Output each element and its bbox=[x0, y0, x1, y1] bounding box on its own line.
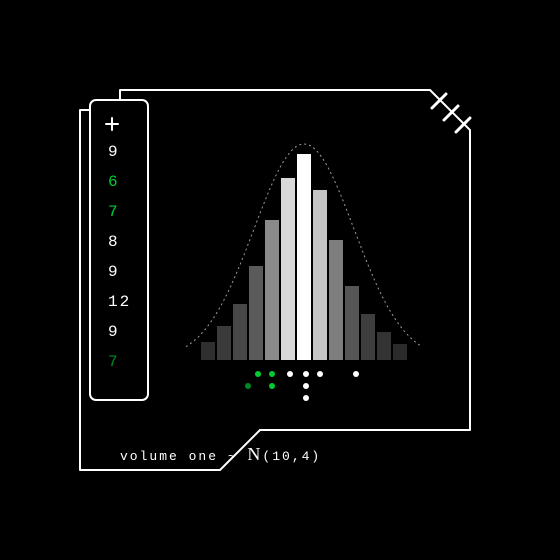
frame-accent bbox=[444, 106, 458, 120]
sidebar-value: 12 bbox=[108, 293, 131, 311]
histogram-bar bbox=[265, 220, 279, 360]
histogram-bar bbox=[297, 154, 311, 360]
frame-accent bbox=[432, 94, 446, 108]
sample-dots bbox=[245, 371, 359, 401]
caption-dist-letter: N bbox=[247, 444, 262, 464]
histogram-bar bbox=[201, 342, 215, 360]
sample-dot bbox=[353, 371, 359, 377]
sidebar-value: 7 bbox=[108, 353, 120, 371]
histogram-bar bbox=[345, 286, 359, 360]
sidebar-value: 9 bbox=[108, 323, 120, 341]
sidebar-value: 8 bbox=[108, 233, 120, 251]
sample-dot bbox=[245, 383, 251, 389]
sample-dot bbox=[317, 371, 323, 377]
histogram-bar bbox=[313, 190, 327, 360]
histogram-bar bbox=[217, 326, 231, 360]
histogram-bar bbox=[281, 178, 295, 360]
histogram-bar bbox=[233, 304, 247, 360]
histogram bbox=[201, 154, 407, 360]
sample-dot bbox=[303, 395, 309, 401]
caption: volume one ~ N(10,4) bbox=[120, 444, 321, 464]
histogram-bar bbox=[377, 332, 391, 360]
histogram-bar bbox=[249, 266, 263, 360]
sample-dot bbox=[287, 371, 293, 377]
sidebar-value: 7 bbox=[108, 203, 120, 221]
histogram-bar bbox=[329, 240, 343, 360]
frame-accent bbox=[456, 118, 470, 132]
histogram-bar bbox=[393, 344, 407, 360]
sample-dot bbox=[269, 371, 275, 377]
sidebar-value: 9 bbox=[108, 143, 120, 161]
sample-dot bbox=[255, 371, 261, 377]
sample-dot bbox=[269, 383, 275, 389]
histogram-bar bbox=[361, 314, 375, 360]
caption-prefix: volume one ~ bbox=[120, 449, 247, 464]
sample-dot bbox=[303, 371, 309, 377]
sidebar-value: 6 bbox=[108, 173, 120, 191]
caption-params: (10,4) bbox=[262, 449, 321, 464]
sidebar: 9 6 7 8 9 12 9 7 bbox=[90, 100, 148, 400]
sidebar-value: 9 bbox=[108, 263, 120, 281]
sample-dot bbox=[303, 383, 309, 389]
